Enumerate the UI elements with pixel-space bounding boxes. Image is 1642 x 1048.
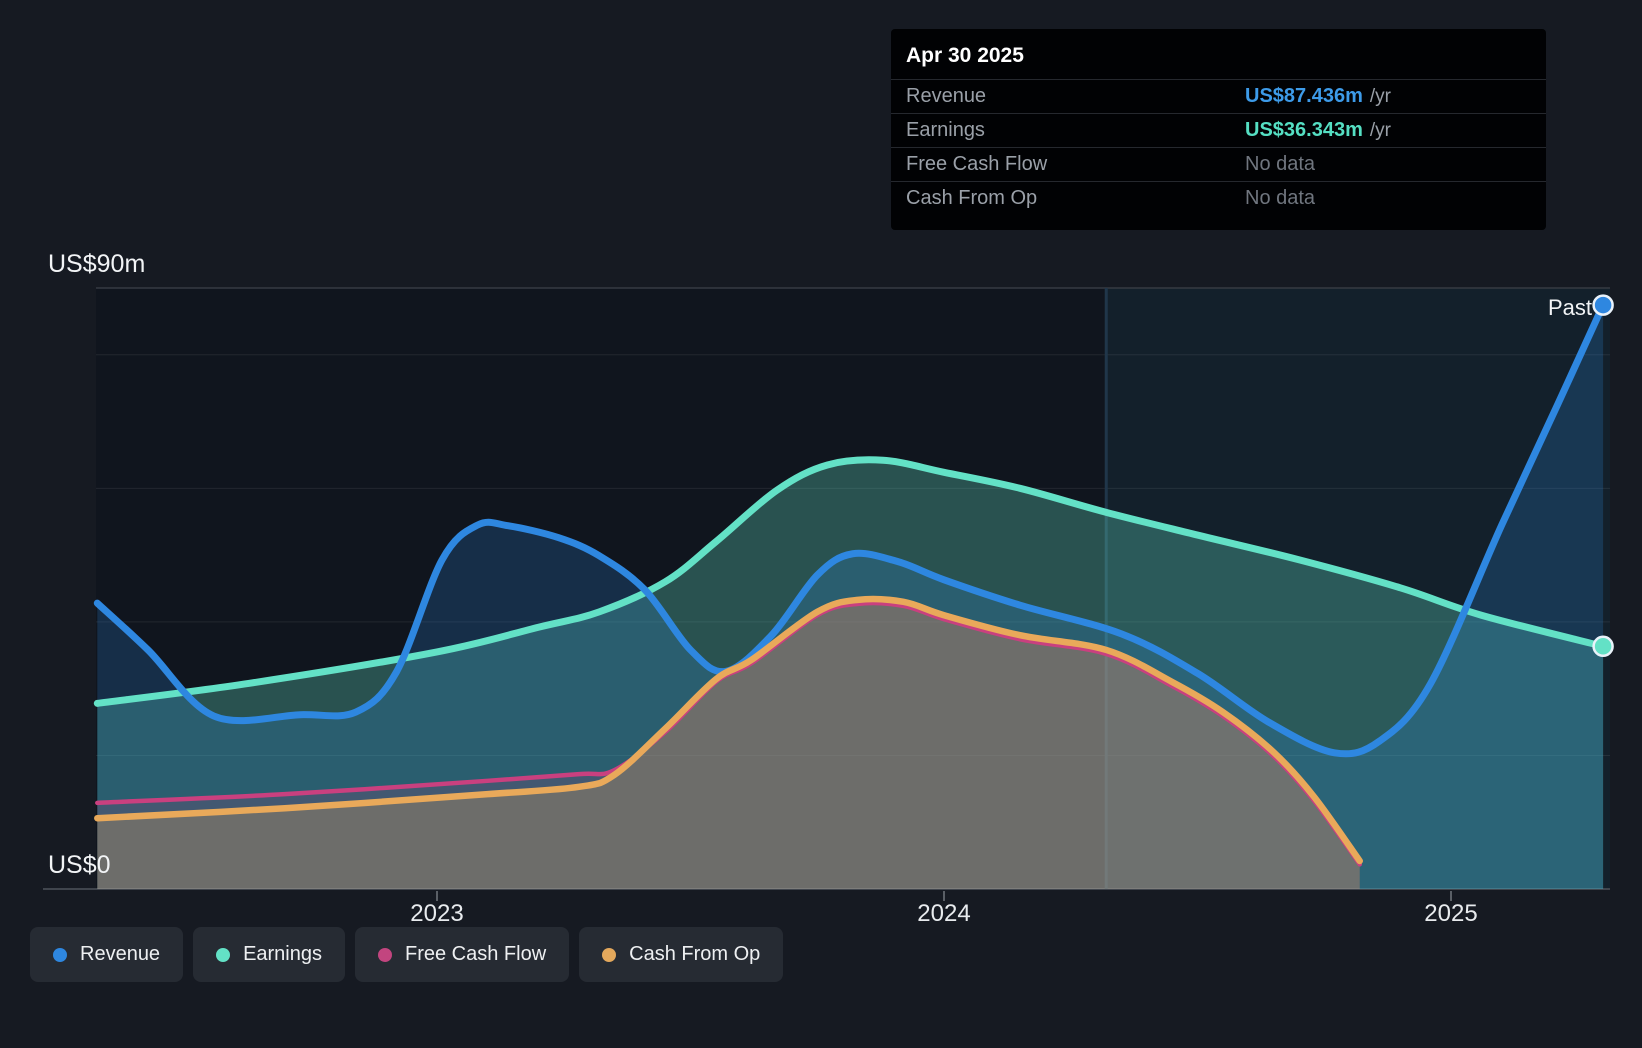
legend-label: Earnings	[243, 943, 322, 965]
tooltip-value-suffix: /yr	[1369, 86, 1391, 107]
chart-legend: Revenue Earnings Free Cash Flow Cash Fro…	[30, 927, 784, 982]
tooltip-row-earnings: Earnings US$36.343m/yr	[891, 113, 1546, 147]
tooltip-value-number: US$87.436m	[1245, 85, 1363, 107]
x-tick-2025: 2025	[1424, 900, 1478, 927]
revenue-dot-icon	[53, 947, 67, 962]
past-region-label: Past	[1547, 295, 1592, 320]
tooltip-label: Earnings	[906, 119, 985, 141]
tooltip-label: Free Cash Flow	[906, 153, 1048, 175]
tooltip-value: No data	[1245, 148, 1315, 181]
tooltip-row-free-cash-flow: Free Cash Flow No data	[891, 147, 1546, 181]
area-cash-from-op	[97, 599, 1360, 889]
x-tick-2024: 2024	[917, 900, 971, 927]
tooltip-value: No data	[1245, 182, 1315, 215]
end-marker-earnings	[1592, 635, 1614, 658]
tooltip-value: US$87.436m/yr	[1245, 80, 1391, 113]
tooltip-value-number: No data	[1245, 187, 1316, 209]
free-cash-flow-dot-icon	[378, 947, 392, 962]
end-marker-revenue	[1592, 294, 1614, 316]
earnings-dot-icon	[216, 947, 231, 962]
tooltip-label: Revenue	[906, 85, 987, 107]
y-axis-max-label: US$90m	[48, 250, 146, 278]
legend-item-free-cash-flow[interactable]: Free Cash Flow	[355, 927, 570, 982]
legend-label: Cash From Op	[629, 943, 761, 965]
x-tick-2023: 2023	[410, 900, 464, 927]
tooltip-label: Cash From Op	[906, 187, 1038, 209]
line-revenue	[93, 301, 1607, 758]
tooltip-row-cash-from-op: Cash From Op No data	[891, 181, 1546, 215]
legend-item-earnings[interactable]: Earnings	[193, 927, 345, 982]
tooltip-value-number: US$36.343m	[1245, 119, 1363, 141]
line-cash-from-op	[94, 595, 1363, 865]
tooltip-value: US$36.343m/yr	[1245, 114, 1391, 147]
legend-label: Revenue	[80, 943, 161, 965]
line-earnings	[93, 456, 1607, 707]
tooltip-date: Apr 30 2025	[906, 44, 1024, 67]
tooltip-value-number: No data	[1245, 153, 1316, 175]
tooltip-row-revenue: Revenue US$87.436m/yr	[891, 79, 1546, 113]
y-axis-zero-label: US$0	[48, 851, 111, 879]
area-revenue	[97, 305, 1604, 889]
chart-tooltip: Apr 30 2025 Revenue US$87.436m/yr Earnin…	[891, 29, 1546, 230]
plot-region-history	[96, 288, 1107, 889]
cash-from-op-dot-icon	[602, 947, 617, 962]
tooltip-value-suffix: /yr	[1369, 120, 1391, 141]
line-free-cash-flow	[95, 600, 1362, 867]
legend-item-cash-from-op[interactable]: Cash From Op	[579, 927, 784, 982]
legend-item-revenue[interactable]: Revenue	[30, 927, 184, 982]
legend-label: Free Cash Flow	[405, 943, 547, 965]
area-free-cash-flow	[97, 603, 1360, 889]
plot-region-last-year	[1106, 288, 1610, 889]
